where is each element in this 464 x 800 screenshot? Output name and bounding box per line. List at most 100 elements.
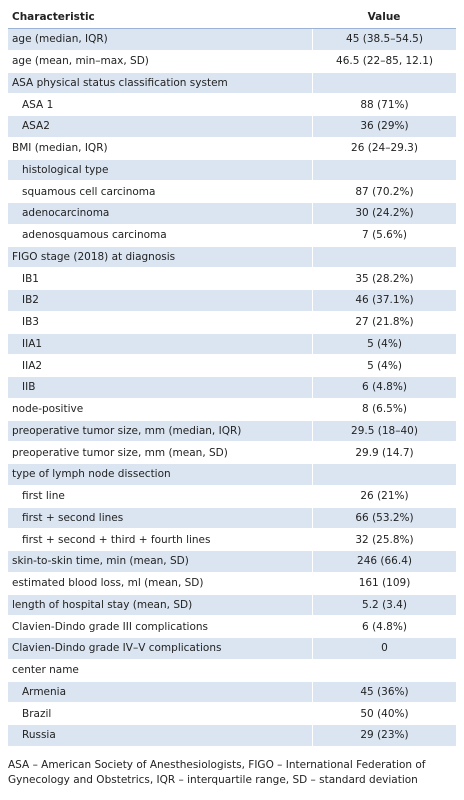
row-label: histological type bbox=[22, 163, 109, 176]
row-label: Brazil bbox=[22, 707, 52, 720]
row-value: 5.2 (3.4) bbox=[312, 594, 456, 616]
table-row: IIB 6 (4.8%) bbox=[8, 377, 456, 399]
row-value: 36 (29%) bbox=[312, 116, 456, 137]
row-label: IIA1 bbox=[22, 337, 43, 350]
table-row: first line 26 (21%) bbox=[8, 485, 456, 508]
table-row: center name bbox=[8, 659, 456, 682]
row-value-empty bbox=[312, 72, 456, 94]
row-value: 0 bbox=[312, 638, 456, 659]
row-value: 45 (38.5–54.5) bbox=[312, 29, 456, 50]
table-row: Clavien-Dindo grade III complications 6 (… bbox=[8, 616, 456, 638]
row-label: node-positive bbox=[12, 403, 84, 416]
row-label: adenosquamous carcinoma bbox=[22, 229, 167, 242]
table-row: IB2 46 (37.1%) bbox=[8, 290, 456, 312]
row-label: Armenia bbox=[22, 685, 67, 698]
table-row: age (mean, min–max, SD) 46.5 (22–85, 12.1… bbox=[8, 50, 456, 73]
row-label: Clavien-Dindo grade III complications bbox=[12, 620, 209, 633]
table-row: Brazil 50 (40%) bbox=[8, 703, 456, 725]
row-value: 35 (28.2%) bbox=[312, 268, 456, 289]
table-header: Characteristic Value bbox=[8, 6, 456, 29]
row-value-empty bbox=[312, 659, 456, 681]
row-value: 29 (23%) bbox=[312, 725, 456, 746]
row-label: age (mean, min–max, SD) bbox=[12, 55, 149, 68]
table-row: preoperative tumor size, mm (mean, SD) 29… bbox=[8, 442, 456, 464]
table-row: estimated blood loss, ml (mean, SD) 161 (… bbox=[8, 572, 456, 595]
table-row: Russia 29 (23%) bbox=[8, 725, 456, 747]
row-value: 6 (4.8%) bbox=[312, 616, 456, 637]
table-row: IIA2 5 (4%) bbox=[8, 355, 456, 377]
row-label: IIA2 bbox=[22, 359, 43, 372]
row-value: 5 (4%) bbox=[312, 355, 456, 376]
row-label: first line bbox=[22, 490, 65, 503]
header-cell: Characteristic bbox=[12, 11, 95, 23]
row-value: 30 (24.2%) bbox=[312, 203, 456, 224]
table-row: length of hospital stay (mean, SD) 5.2 (3… bbox=[8, 594, 456, 617]
row-value: 88 (71%) bbox=[312, 94, 456, 115]
row-label: adenocarcinoma bbox=[22, 207, 110, 220]
table-row: Clavien-Dindo grade IV–V complications 0 bbox=[8, 638, 456, 660]
row-label: squamous cell carcinoma bbox=[22, 185, 156, 198]
table-row: node-positive 8 (6.5%) bbox=[8, 398, 456, 421]
row-value: 50 (40%) bbox=[312, 703, 456, 724]
row-value: 26 (24–29.3) bbox=[312, 137, 456, 159]
row-label: age (median, IQR) bbox=[12, 33, 108, 46]
row-value: 46 (37.1%) bbox=[312, 290, 456, 311]
row-label: ASA physical status classification syste… bbox=[12, 76, 228, 89]
row-value: 87 (70.2%) bbox=[312, 181, 456, 202]
row-value: 7 (5.6%) bbox=[312, 224, 456, 246]
row-label: skin-to-skin time, min (mean, SD) bbox=[12, 555, 189, 568]
row-value: 27 (21.8%) bbox=[312, 311, 456, 333]
table-row: skin-to-skin time, min (mean, SD) 246 (66… bbox=[8, 551, 456, 573]
table-row: IIA1 5 (4%) bbox=[8, 333, 456, 356]
table-row: IB1 35 (28.2%) bbox=[8, 268, 456, 290]
table-row: preoperative tumor size, mm (median, IQR… bbox=[8, 420, 456, 443]
row-label: IIB bbox=[22, 381, 36, 394]
row-value: 29.9 (14.7) bbox=[312, 442, 456, 463]
row-label: ASA2 bbox=[22, 120, 50, 133]
table-row: IB3 27 (21.8%) bbox=[8, 311, 456, 334]
row-value: 46.5 (22–85, 12.1) bbox=[312, 50, 456, 72]
header-cell: Value bbox=[367, 11, 401, 23]
row-value: 45 (36%) bbox=[312, 681, 456, 703]
row-value-empty bbox=[312, 464, 456, 485]
table-row: type of lymph node dissection bbox=[8, 464, 456, 486]
table-row: adenocarcinoma 30 (24.2%) bbox=[8, 203, 456, 225]
row-label: BMI (median, IQR) bbox=[12, 142, 108, 155]
row-value: 5 (4%) bbox=[312, 333, 456, 355]
table-row: adenosquamous carcinoma 7 (5.6%) bbox=[8, 224, 456, 247]
row-label: center name bbox=[12, 664, 79, 677]
row-value-empty bbox=[312, 246, 456, 268]
table-row: histological type bbox=[8, 159, 456, 182]
row-value: 6 (4.8%) bbox=[312, 377, 456, 398]
row-label: first + second lines bbox=[22, 511, 124, 524]
row-value: 32 (25.8%) bbox=[312, 529, 456, 550]
row-label: IB3 bbox=[22, 316, 39, 329]
row-label: preoperative tumor size, mm (median, IQR… bbox=[12, 424, 242, 437]
row-value: 246 (66.4) bbox=[312, 551, 456, 572]
table-row: first + second lines 66 (53.2%) bbox=[8, 507, 456, 530]
row-value: 66 (53.2%) bbox=[312, 507, 456, 529]
row-value: 161 (109) bbox=[312, 572, 456, 594]
row-value-empty bbox=[312, 159, 456, 181]
table-row: FIGO stage (2018) at diagnosis bbox=[8, 246, 456, 269]
row-label: ASA 1 bbox=[22, 98, 54, 111]
table: Characteristic Value age (median, IQR) 45… bbox=[8, 6, 456, 747]
row-label: FIGO stage (2018) at diagnosis bbox=[12, 250, 176, 263]
row-label: estimated blood loss, ml (mean, SD) bbox=[12, 577, 204, 590]
row-value: 29.5 (18–40) bbox=[312, 420, 456, 442]
table-row: Armenia 45 (36%) bbox=[8, 681, 456, 704]
table-row: ASA physical status classification syste… bbox=[8, 72, 456, 95]
table-row: age (median, IQR) 45 (38.5–54.5) bbox=[8, 29, 456, 51]
table-row: BMI (median, IQR) 26 (24–29.3) bbox=[8, 137, 456, 160]
row-label: length of hospital stay (mean, SD) bbox=[12, 598, 193, 611]
table-row: first + second + third + fourth lines 32 … bbox=[8, 529, 456, 551]
table-row: squamous cell carcinoma 87 (70.2%) bbox=[8, 181, 456, 203]
row-value: 26 (21%) bbox=[312, 485, 456, 507]
row-label: IB1 bbox=[22, 272, 39, 285]
row-label: type of lymph node dissection bbox=[12, 468, 171, 481]
row-label: IB2 bbox=[22, 294, 39, 307]
row-label: first + second + third + fourth lines bbox=[22, 533, 211, 546]
footnote: ASA – American Society of Anesthesiologi… bbox=[8, 759, 426, 786]
table-row: ASA2 36 (29%) bbox=[8, 116, 456, 138]
